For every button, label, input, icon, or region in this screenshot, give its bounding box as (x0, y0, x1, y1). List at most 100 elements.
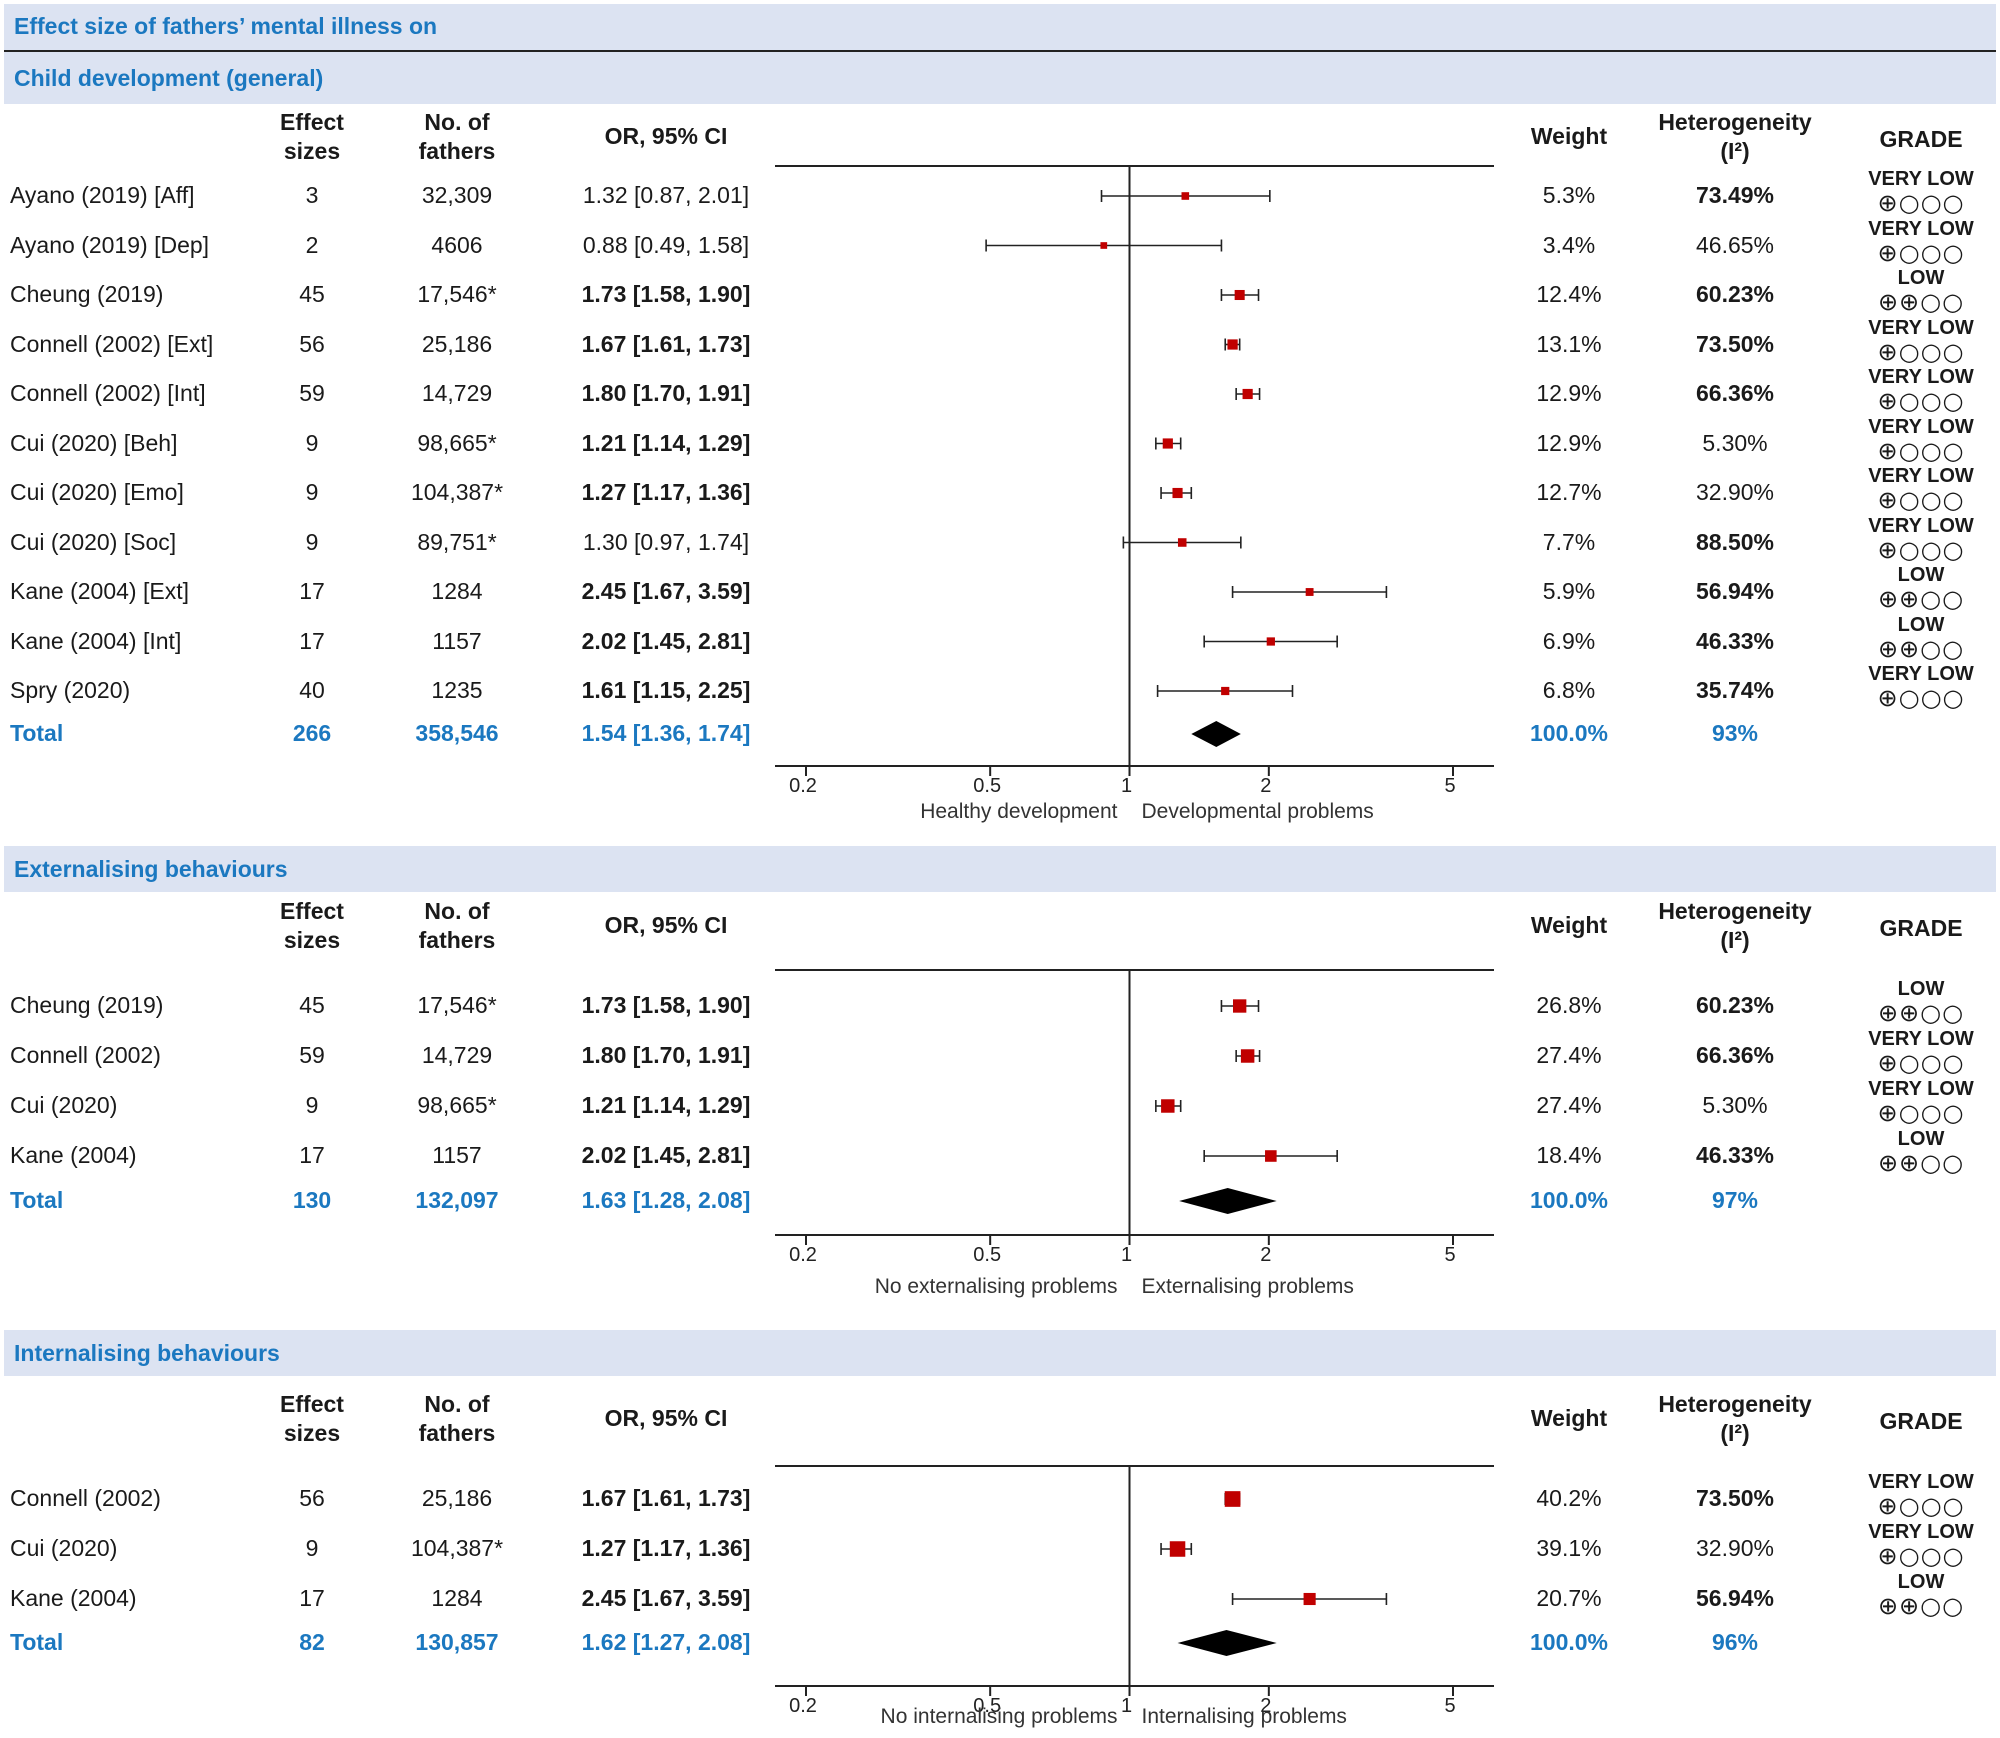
grade-symbols: ⊕⊕○○ (1877, 585, 1965, 613)
weight-value: 6.9% (1542, 627, 1596, 654)
title-band: Effect size of fathers’ mental illness o… (4, 4, 1996, 52)
header-line: Heterogeneity (1658, 1391, 1812, 1417)
x-tick-label: 0.2 (789, 1695, 817, 1717)
grade-label: LOW (1897, 564, 1945, 586)
header-heterogeneity: Heterogeneity (I²) (1658, 108, 1811, 166)
total-effect-sizes: 266 (292, 720, 332, 746)
fathers-count: 104,387* (410, 479, 504, 505)
header-line: (I²) (1720, 927, 1750, 953)
header-line: sizes (283, 1420, 341, 1446)
fathers-count: 104,387* (410, 1535, 504, 1561)
grade-rating: VERY LOW ⊕○○○ (1868, 465, 1974, 512)
grade-symbols: ⊕○○○ (1877, 1492, 1965, 1520)
heterogeneity-value: 56.94% (1695, 578, 1775, 604)
fathers-count: 1157 (432, 627, 482, 654)
grade-rating: VERY LOW ⊕○○○ (1868, 416, 1974, 463)
heterogeneity-value: 66.36% (1695, 1042, 1775, 1068)
point-estimate-marker (1266, 637, 1275, 646)
effect-sizes-value: 40 (299, 677, 325, 703)
heterogeneity-value: 60.23% (1695, 281, 1775, 307)
weight-value: 18.4% (1536, 1142, 1602, 1168)
grade-label: VERY LOW (1868, 514, 1974, 537)
weight-value: 39.1% (1536, 1535, 1602, 1561)
right-direction-label: Developmental problems (1142, 800, 1374, 823)
effect-sizes-value: 9 (305, 429, 319, 456)
fathers-count: 1157 (432, 1142, 482, 1168)
x-tick-label: 0.5 (973, 1695, 1001, 1717)
grade-symbols: ⊕○○○ (1877, 535, 1965, 564)
effect-sizes-value: 45 (299, 992, 325, 1018)
point-estimate-marker (1221, 686, 1230, 696)
x-tick-label: 5 (1444, 775, 1455, 797)
effect-sizes-value: 59 (299, 1042, 325, 1068)
weight-value: 12.7% (1536, 479, 1602, 505)
heterogeneity-value: 35.74% (1695, 677, 1775, 703)
study-name: Cui (2020) [Beh] (10, 429, 178, 456)
point-estimate-marker (1172, 487, 1183, 499)
grade-label: LOW (1897, 1128, 1945, 1150)
header-effect-sizes: Effect sizes (280, 897, 344, 955)
section-title: Child development (general) (14, 65, 324, 91)
grade-label: LOW (1897, 1571, 1945, 1593)
point-estimate-marker (1100, 242, 1108, 249)
weight-value: 12.9% (1536, 429, 1602, 456)
section-title: Internalising behaviours (14, 1340, 280, 1366)
grade-symbols: ⊕○○○ (1877, 684, 1965, 712)
grade-rating: VERY LOW ⊕○○○ (1868, 1521, 1974, 1568)
or-ci-value: 1.67 [1.61, 1.73] (581, 1485, 751, 1511)
fathers-count: 14,729 (421, 380, 493, 406)
weight-value: 13.1% (1536, 330, 1602, 357)
grade-symbols: ⊕⊕○○ (1877, 288, 1965, 316)
header-weight: Weight (1530, 912, 1608, 938)
pooled-estimate-diamond (1191, 721, 1241, 747)
pooled-estimate-diamond (1177, 1630, 1277, 1656)
right-direction-label: Externalising problems (1142, 1275, 1354, 1298)
point-estimate-marker (1181, 192, 1190, 200)
header-line: (I²) (1720, 138, 1750, 164)
grade-label: VERY LOW (1868, 366, 1974, 388)
grade-symbols: ⊕○○○ (1877, 189, 1965, 217)
x-tick-label: 1 (1121, 1695, 1132, 1717)
grade-label: VERY LOW (1868, 316, 1974, 339)
heterogeneity-value: 5.30% (1702, 429, 1768, 456)
grade-label: VERY LOW (1868, 168, 1974, 190)
weight-value: 27.4% (1536, 1092, 1602, 1118)
grade-rating: VERY LOW ⊕○○○ (1868, 168, 1974, 215)
x-tick-label: 2 (1260, 775, 1271, 797)
study-name: Spry (2020) (10, 677, 131, 703)
grade-label: VERY LOW (1868, 217, 1974, 240)
or-ci-value: 2.02 [1.45, 2.81] (581, 627, 751, 654)
grade-rating: LOW ⊕⊕○○ (1878, 978, 1964, 1025)
or-ci-value: 1.73 [1.58, 1.90] (581, 992, 751, 1018)
effect-sizes-value: 9 (305, 1535, 319, 1561)
header-no-of-fathers: No. of fathers (419, 108, 496, 166)
study-name: Ayano (2019) [Dep] (10, 231, 210, 258)
grade-symbols: ⊕○○○ (1877, 1542, 1965, 1570)
study-name: Connell (2002) (10, 1042, 161, 1068)
or-ci-value: 1.30 [0.97, 1.74] (582, 528, 750, 555)
left-direction-label: Healthy development (920, 800, 1117, 823)
header-line: Effect (280, 1391, 344, 1417)
left-direction-label: No internalising problems (881, 1705, 1118, 1728)
study-name: Kane (2004) (10, 1142, 137, 1168)
weight-value: 7.7% (1542, 528, 1596, 555)
header-line: fathers (418, 927, 496, 953)
grade-label: VERY LOW (1868, 415, 1974, 438)
x-tick-label: 0.5 (973, 1244, 1001, 1266)
heterogeneity-value: 73.50% (1695, 330, 1775, 357)
grade-symbols: ⊕⊕○○ (1877, 999, 1965, 1027)
grade-label: VERY LOW (1868, 1028, 1974, 1050)
weight-value: 5.3% (1542, 182, 1596, 208)
point-estimate-marker (1240, 1049, 1255, 1063)
or-ci-value: 1.80 [1.70, 1.91] (581, 1042, 751, 1068)
total-weight: 100.0% (1529, 1187, 1609, 1213)
fathers-count: 25,186 (421, 330, 493, 357)
effect-sizes-value: 56 (299, 1485, 325, 1511)
weight-value: 26.8% (1536, 992, 1602, 1018)
x-tick-label: 1 (1121, 775, 1132, 797)
x-tick-label: 0.2 (789, 1244, 817, 1266)
fathers-count: 32,309 (421, 182, 493, 208)
header-line: fathers (418, 138, 496, 164)
grade-label: LOW (1897, 267, 1945, 289)
total-heterogeneity: 96% (1711, 1629, 1759, 1655)
